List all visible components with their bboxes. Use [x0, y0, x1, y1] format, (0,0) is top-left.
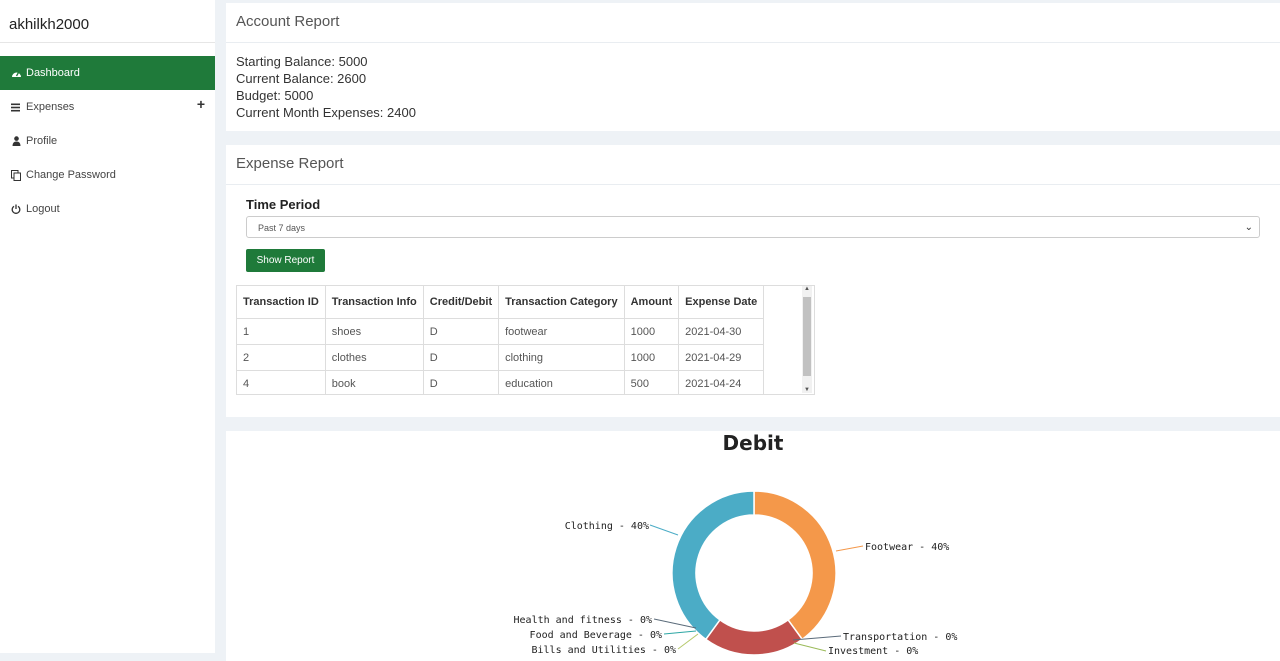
slice-label: Bills and Utilities - 0% [532, 645, 677, 656]
label-leader-line [649, 524, 679, 536]
table-cell: 1000 [624, 344, 680, 371]
table-cell: D [423, 344, 500, 371]
user-icon [10, 136, 22, 146]
transactions-table: Transaction ID Transaction Info Credit/D… [236, 285, 815, 395]
expense-report-title: Expense Report [226, 145, 1280, 185]
table-cell: shoes [325, 318, 424, 345]
sidebar-item-profile[interactable]: Profile [0, 124, 215, 158]
slice-label: Food and Beverage - 0% [530, 630, 662, 641]
table-cell: clothing [498, 344, 625, 371]
table-cell: 500 [624, 370, 680, 394]
sidebar-item-label: Change Password [26, 169, 116, 181]
table-cell: book [325, 370, 424, 394]
table-row: 1 shoes D footwear 1000 2021-04-30 [237, 318, 765, 345]
table-cell: D [423, 370, 500, 394]
table-cell: 2021-04-30 [678, 318, 765, 345]
label-leader-line [677, 633, 699, 650]
table-scrollbar[interactable]: ▲ ▼ [802, 286, 812, 393]
table-row: 4 book D education 500 2021-04-24 [237, 370, 765, 394]
current-balance: Current Balance: 2600 [236, 71, 367, 86]
plus-icon[interactable]: + [196, 96, 205, 112]
budget: Budget: 5000 [236, 88, 314, 103]
column-header: Transaction Category [498, 286, 625, 319]
debit-donut-chart: Footwear - 40% Clothing - 40% Transportati… [514, 490, 957, 657]
table-row: 2 clothes D clothing 1000 2021-04-29 [237, 344, 765, 371]
chart-title: Debit [722, 431, 784, 455]
table-cell: 2 [237, 344, 326, 371]
column-header: Credit/Debit [423, 286, 500, 319]
slice-label: Transportation - 0% [843, 632, 957, 643]
starting-balance: Starting Balance: 5000 [236, 54, 368, 69]
sidebar: akhilkh2000 Dashboard Expenses + Profile [0, 0, 215, 653]
slice-label: Clothing - 40% [565, 521, 649, 532]
column-header: Transaction Info [325, 286, 424, 319]
slice-label: Investment - 0% [828, 646, 918, 657]
current-month-expenses: Current Month Expenses: 2400 [236, 105, 416, 120]
power-icon [10, 204, 22, 214]
column-header: Amount [624, 286, 680, 319]
dashboard-icon [10, 69, 22, 78]
label-leader-line [792, 635, 842, 641]
expense-report-card: Expense Report Time Period Past 7 days ⌄… [226, 145, 1280, 417]
table-cell: footwear [498, 318, 625, 345]
sidebar-item-label: Logout [26, 203, 60, 215]
account-report-card: Account Report Starting Balance: 5000 Cu… [226, 3, 1280, 131]
table-cell: education [498, 370, 625, 394]
table-cell: 2021-04-29 [678, 344, 765, 371]
show-report-button[interactable]: Show Report [246, 249, 325, 272]
account-report-title: Account Report [226, 3, 1280, 43]
table-cell: clothes [325, 344, 424, 371]
time-period-select[interactable]: Past 7 days ⌄ [246, 216, 1260, 238]
slice-label: Footwear - 40% [865, 542, 949, 553]
table-cell: 2021-04-24 [678, 370, 765, 394]
list-icon [10, 103, 22, 112]
label-leader-line [835, 545, 864, 552]
sidebar-item-expenses[interactable]: Expenses + [0, 90, 215, 124]
time-period-label: Time Period [246, 197, 321, 212]
sidebar-item-label: Dashboard [26, 67, 80, 79]
sidebar-item-label: Profile [26, 135, 58, 147]
pie-slice[interactable] [671, 490, 755, 641]
time-period-value: Past 7 days [258, 223, 306, 233]
sidebar-nav: Dashboard Expenses + Profile Change Pass… [0, 56, 215, 226]
copy-icon [10, 169, 22, 181]
table-cell: 4 [237, 370, 326, 394]
debit-chart-card: Debit Footwear - 40% Clothing - 40% Transp… [226, 431, 1280, 661]
sidebar-item-change-password[interactable]: Change Password [0, 158, 215, 192]
chevron-down-icon: ⌄ [1244, 222, 1253, 233]
column-header: Expense Date [678, 286, 765, 319]
username: akhilkh2000 [0, 0, 215, 43]
column-header: Transaction ID [237, 286, 326, 319]
label-leader-line [663, 630, 697, 635]
table-cell: 1000 [624, 318, 680, 345]
account-summary: Starting Balance: 5000 Current Balance: … [226, 43, 1280, 121]
pie-slice[interactable] [704, 618, 804, 656]
label-leader-line [653, 618, 697, 629]
table-cell: 1 [237, 318, 326, 345]
label-leader-line [793, 642, 827, 652]
scrollbar-thumb[interactable] [803, 297, 811, 376]
sidebar-item-logout[interactable]: Logout [0, 192, 215, 226]
table-header-row: Transaction ID Transaction Info Credit/D… [237, 286, 765, 319]
scroll-up-icon[interactable]: ▲ [804, 286, 810, 292]
slice-label: Health and fitness - 0% [514, 615, 652, 626]
sidebar-item-label: Expenses [26, 101, 75, 113]
pie-slice[interactable] [753, 490, 837, 641]
table-cell: D [423, 318, 500, 345]
scroll-down-icon[interactable]: ▼ [804, 387, 810, 393]
sidebar-item-dashboard[interactable]: Dashboard [0, 56, 215, 90]
